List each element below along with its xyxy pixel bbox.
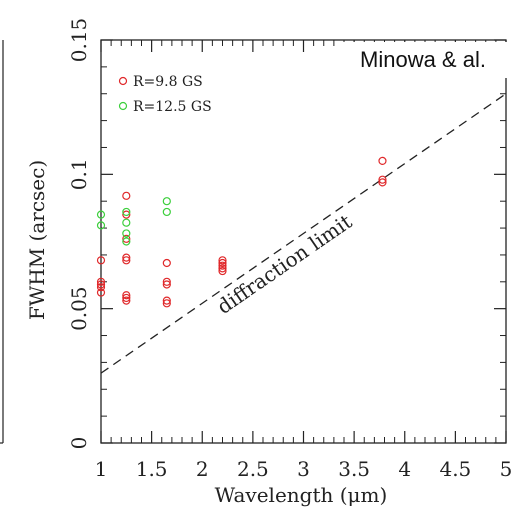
x-tick-label: 3.5 [338,457,370,481]
diffraction-limit-dashed-line [100,93,507,374]
credit-label: Minowa & al. [338,42,508,78]
point-r98 [122,256,131,265]
point-r98 [122,293,131,303]
x-tick-label: 5 [500,457,513,481]
point-r98 [122,253,131,262]
point-r98 [378,156,387,165]
legend-label: R=9.8 GS [133,74,203,90]
x-tick-label: 4 [398,457,411,481]
x-tick-label: 4.5 [439,457,471,481]
legend-label: R=12.5 GS [133,99,212,115]
point-r98 [96,256,106,265]
y-tick-label: 0.05 [67,286,91,331]
diffraction-limit-label: diffraction limit [212,209,356,318]
x-axis-title: Wavelength (μm) [215,483,388,507]
x-tick-label: 1 [95,457,108,481]
left-panel-fragment [0,40,4,444]
point-r98 [122,210,131,219]
point-r98 [96,288,106,297]
point-r98 [218,258,227,268]
point-r125 [96,210,106,219]
point-r98 [218,266,227,276]
x-tick-label: 2.5 [237,457,269,481]
point-r98 [162,296,171,305]
point-r125 [162,197,171,206]
point-r125 [122,237,131,246]
point-r125 [96,221,106,230]
y-axis-title: FWHM (arcsec) [25,160,49,320]
y-tick-label: 0.1 [67,158,91,190]
point-r98 [378,175,387,184]
legend: R=9.8 GS R=12.5 GS [118,74,212,115]
point-r125 [162,207,171,217]
point-r98 [218,261,227,270]
point-r98 [96,283,106,292]
legend-marker [118,101,128,111]
x-tick-label: 1.5 [136,457,168,481]
point-r98 [122,191,131,200]
point-r98 [122,291,131,300]
diffraction-limit-line: diffraction limit [100,93,507,374]
y-tick-label: 0 [67,437,91,450]
point-r98 [122,234,131,243]
point-r125 [122,218,131,227]
point-r98 [378,178,387,187]
x-tick-label: 2 [196,457,209,481]
point-r98 [96,277,106,286]
legend-marker [118,76,128,86]
point-r98 [162,299,171,308]
data-points [96,156,387,308]
point-r125 [122,229,131,238]
y-tick-label: 0.15 [67,18,91,63]
x-tick-label: 3 [297,457,310,481]
point-r98 [218,264,227,273]
point-r98 [162,280,171,289]
point-r98 [96,280,106,289]
point-r125 [122,207,131,217]
axis-ticks: 1 1.5 2 2.5 3 3.5 4 4.5 5 0 0.05 0.1 0.15 [67,18,512,481]
point-r98 [162,277,171,286]
point-r98 [218,256,227,265]
point-r98 [162,258,171,268]
point-r98 [122,296,131,305]
